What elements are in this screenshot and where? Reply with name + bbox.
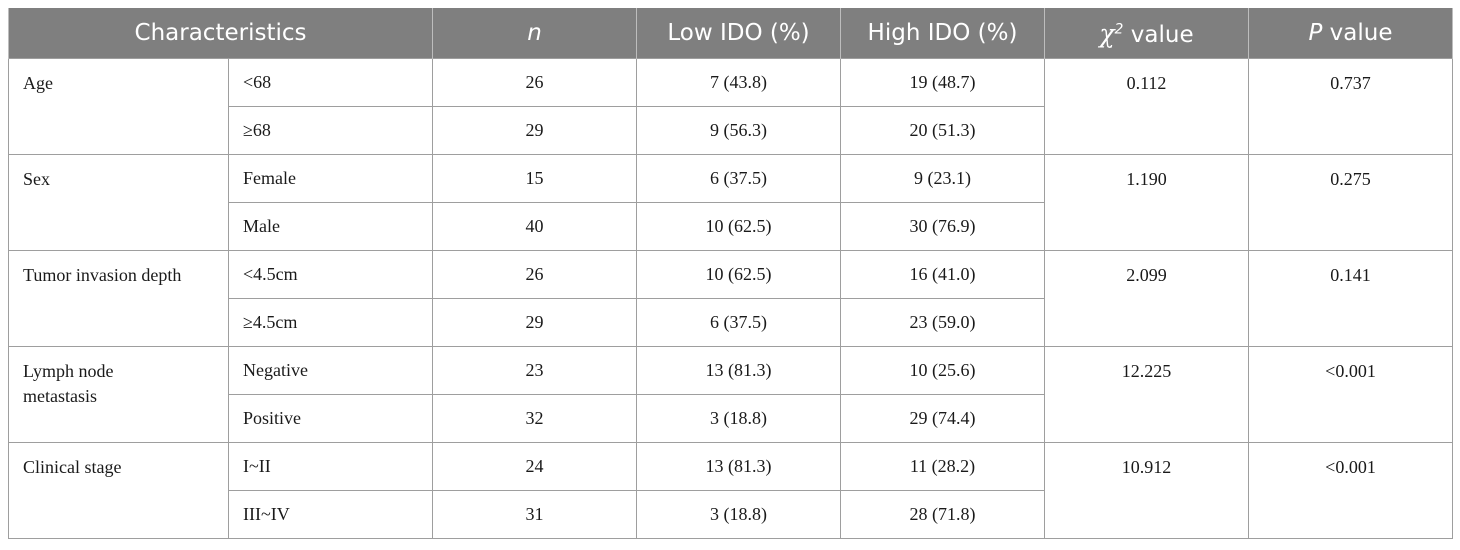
high-ido-cell: 9 (23.1) xyxy=(840,154,1045,203)
table-row: Sex Female 15 6 (37.5) 9 (23.1) 1.190 0.… xyxy=(8,154,1453,251)
high-ido-cell: 29 (74.4) xyxy=(840,394,1045,443)
p-symbol: P xyxy=(1308,20,1323,46)
chi-superscript: 2 xyxy=(1114,20,1124,37)
low-ido-cell: 6 (37.5) xyxy=(636,154,841,203)
high-ido-cell: 20 (51.3) xyxy=(840,106,1045,155)
low-ido-cell: 9 (56.3) xyxy=(636,106,841,155)
low-ido-cell: 10 (62.5) xyxy=(636,202,841,251)
high-ido-cell: 11 (28.2) xyxy=(840,442,1045,491)
group-label-age: Age xyxy=(8,58,229,155)
table-row: III~IV 31 3 (18.8) 28 (71.8) xyxy=(9,490,1453,539)
chi-square-cell: 0.112 xyxy=(1044,58,1249,155)
n-cell: 40 xyxy=(432,202,637,251)
low-ido-cell: 10 (62.5) xyxy=(636,250,841,299)
high-ido-cell: 23 (59.0) xyxy=(840,298,1045,347)
n-cell: 26 xyxy=(432,58,637,107)
high-ido-cell: 30 (76.9) xyxy=(840,202,1045,251)
n-cell: 15 xyxy=(432,154,637,203)
low-ido-cell: 13 (81.3) xyxy=(636,442,841,491)
header-n-label: n xyxy=(527,20,542,46)
chi-square-cell: 10.912 xyxy=(1044,442,1249,539)
subgroup-cell: <68 xyxy=(228,58,433,107)
header-chi-square: χ2 value xyxy=(1044,8,1249,59)
chi-symbol: χ xyxy=(1099,18,1115,48)
p-value-cell: 0.737 xyxy=(1248,58,1453,155)
table-row: Clinical stage I~II 24 13 (81.3) 11 (28.… xyxy=(8,442,1453,539)
table-row: ≥4.5cm 29 6 (37.5) 23 (59.0) xyxy=(9,298,1453,347)
group-label-lymph-node-metastasis: Lymph node metastasis xyxy=(8,346,229,443)
subgroup-cell: ≥4.5cm xyxy=(228,298,433,347)
high-ido-cell: 16 (41.0) xyxy=(840,250,1045,299)
subgroup-cell: Positive xyxy=(228,394,433,443)
table-body: Age <68 26 7 (43.8) 19 (48.7) 0.112 0.73… xyxy=(8,58,1453,539)
chi-square-cell: 2.099 xyxy=(1044,250,1249,347)
high-ido-cell: 28 (71.8) xyxy=(840,490,1045,539)
p-value-cell: <0.001 xyxy=(1248,346,1453,443)
subgroup-cell: I~II xyxy=(228,442,433,491)
table-row: Male 40 10 (62.5) 30 (76.9) xyxy=(9,202,1453,251)
n-cell: 26 xyxy=(432,250,637,299)
low-ido-cell: 3 (18.8) xyxy=(636,394,841,443)
group-label-tumor-invasion-depth: Tumor invasion depth xyxy=(8,250,229,347)
table-row: ≥68 29 9 (56.3) 20 (51.3) xyxy=(9,106,1453,155)
n-cell: 31 xyxy=(432,490,637,539)
n-cell: 29 xyxy=(432,106,637,155)
n-cell: 23 xyxy=(432,346,637,395)
table-row: Lymph node metastasis Negative 23 13 (81… xyxy=(8,346,1453,443)
table-row: Age <68 26 7 (43.8) 19 (48.7) 0.112 0.73… xyxy=(8,58,1453,155)
table-header: Characteristics n Low IDO (%) High IDO (… xyxy=(8,8,1453,59)
table-row: Positive 32 3 (18.8) 29 (74.4) xyxy=(9,394,1453,443)
low-ido-cell: 3 (18.8) xyxy=(636,490,841,539)
p-value-label: value xyxy=(1322,20,1393,46)
group-label-sex: Sex xyxy=(8,154,229,251)
subgroup-cell: <4.5cm xyxy=(228,250,433,299)
header-characteristics: Characteristics xyxy=(8,8,433,59)
group-label-clinical-stage: Clinical stage xyxy=(8,442,229,539)
table-row: Tumor invasion depth <4.5cm 26 10 (62.5)… xyxy=(8,250,1453,347)
header-n: n xyxy=(432,8,637,59)
data-table-container: Characteristics n Low IDO (%) High IDO (… xyxy=(8,8,1453,539)
subgroup-cell: Male xyxy=(228,202,433,251)
header-row: Characteristics n Low IDO (%) High IDO (… xyxy=(8,8,1453,59)
subgroup-cell: Negative xyxy=(228,346,433,395)
n-cell: 24 xyxy=(432,442,637,491)
header-p-value: P value xyxy=(1248,8,1453,59)
low-ido-cell: 13 (81.3) xyxy=(636,346,841,395)
chi-square-cell: 1.190 xyxy=(1044,154,1249,251)
subgroup-cell: ≥68 xyxy=(228,106,433,155)
ido-characteristics-table: Characteristics n Low IDO (%) High IDO (… xyxy=(8,8,1453,539)
p-value-cell: 0.141 xyxy=(1248,250,1453,347)
n-cell: 29 xyxy=(432,298,637,347)
chi-value-label: value xyxy=(1123,21,1194,48)
p-value-cell: <0.001 xyxy=(1248,442,1453,539)
high-ido-cell: 19 (48.7) xyxy=(840,58,1045,107)
n-cell: 32 xyxy=(432,394,637,443)
p-value-cell: 0.275 xyxy=(1248,154,1453,251)
header-high-ido: High IDO (%) xyxy=(840,8,1045,59)
low-ido-cell: 7 (43.8) xyxy=(636,58,841,107)
low-ido-cell: 6 (37.5) xyxy=(636,298,841,347)
chi-square-cell: 12.225 xyxy=(1044,346,1249,443)
high-ido-cell: 10 (25.6) xyxy=(840,346,1045,395)
subgroup-cell: III~IV xyxy=(228,490,433,539)
header-low-ido: Low IDO (%) xyxy=(636,8,841,59)
subgroup-cell: Female xyxy=(228,154,433,203)
